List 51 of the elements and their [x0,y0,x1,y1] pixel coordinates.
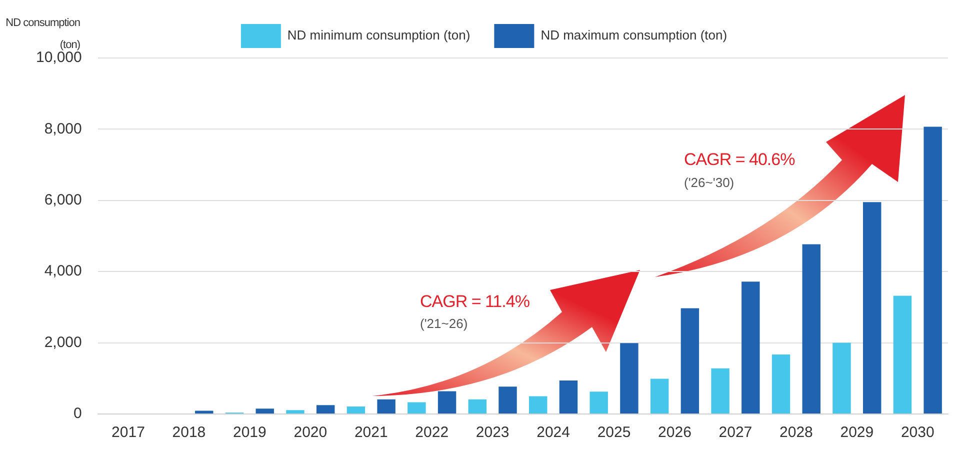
y-tick-label: 10,000 [36,49,82,66]
bar [498,386,517,414]
bar [559,380,578,414]
bar [862,202,882,414]
y-tick-label: 2,000 [44,334,82,351]
bar [408,402,426,414]
annotation: CAGR = 11.4% [420,292,530,312]
x-tick-label: 2028 [780,424,813,442]
bar [832,342,851,414]
bar [590,392,608,414]
bar [772,354,790,414]
x-tick-label: 2024 [536,424,570,442]
y-tick-label: 0 [74,405,82,422]
bar [316,405,335,414]
bar [742,282,760,414]
y-tick-label: 4,000 [44,262,82,280]
x-tick-label: 2027 [718,424,752,442]
bar [924,126,942,414]
x-tick-label: 2020 [294,424,328,442]
x-tick-label: 2025 [597,424,631,442]
x-tick-label: 2026 [658,424,692,442]
bar [802,244,820,414]
bar [468,399,487,414]
bar [346,406,366,414]
bar [650,378,669,414]
annotation: ('26~'30) [684,175,734,190]
y-axis-title: ND consumption (ton) [4,16,80,52]
legend-label: ND maximum consumption (ton) [540,28,728,43]
annotation: ('21~26) [420,316,468,331]
x-tick-label: 2023 [476,424,510,442]
bar [529,396,548,414]
annotation: CAGR = 40.6% [684,150,795,170]
bar [195,410,214,414]
bar [620,343,638,414]
x-tick-label: 2019 [233,424,266,442]
bar [711,368,730,414]
x-tick-label: 2018 [172,424,206,442]
bar [438,391,456,414]
y-tick-label: 6,000 [44,192,82,209]
x-tick-label: 2030 [900,424,934,442]
x-tick-label: 2017 [112,424,145,442]
legend-label: ND minimum consumption (ton) [287,28,470,43]
y-tick-label: 8,000 [44,120,82,138]
bar [680,308,700,414]
x-tick-label: 2029 [840,424,874,442]
bar [377,399,396,414]
bar [893,296,912,414]
bar [286,410,304,414]
x-tick-label: 2022 [415,424,449,442]
x-tick-label: 2021 [354,424,388,442]
bar [256,408,274,414]
